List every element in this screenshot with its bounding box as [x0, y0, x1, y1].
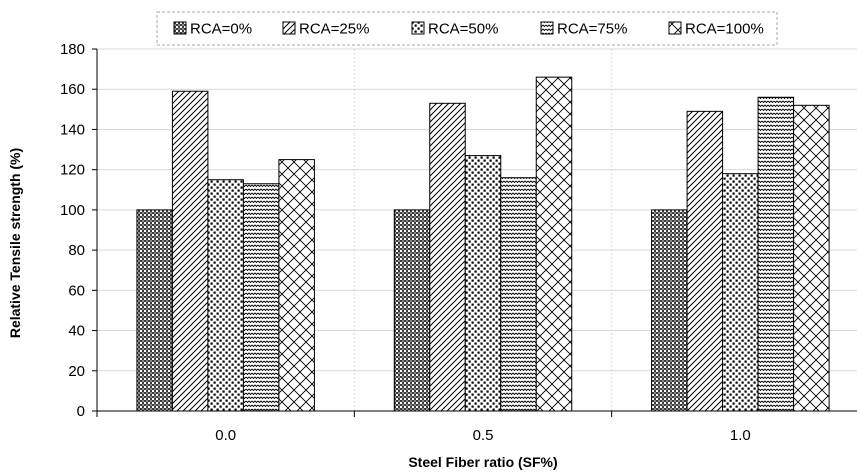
- y-tick-label: 20: [68, 363, 85, 380]
- x-axis-title: Steel Fiber ratio (SF%): [408, 454, 557, 470]
- bar-rca-75-sf-0-5: [500, 177, 537, 412]
- bars: [136, 76, 830, 412]
- legend-label: RCA=50%: [428, 21, 498, 38]
- axes: [92, 48, 857, 417]
- legend-swatch: [668, 21, 682, 35]
- legend-swatch: [540, 21, 554, 35]
- legend-swatch: [282, 21, 296, 35]
- x-tick-labels: 0.0 0.5 1.0: [215, 427, 751, 444]
- bar-rca-75-sf-1-0: [757, 96, 795, 412]
- bar-rca-0-sf-0-5: [393, 209, 431, 412]
- bar-rca-100-sf-0-5: [535, 76, 573, 412]
- y-tick-label: 60: [68, 282, 85, 299]
- bar-rca-100-sf-1-0: [793, 104, 830, 412]
- bar-rca-0-sf-0-0: [136, 209, 173, 412]
- bar-rca-25-sf-1-0: [686, 110, 724, 412]
- y-tick-label: 120: [60, 162, 85, 179]
- x-tick-label: 0.5: [473, 427, 494, 444]
- y-tick-label: 100: [60, 202, 85, 219]
- legend: RCA=0% RCA=25% RCA=50% RCA=75% RCA=100%: [156, 11, 778, 46]
- y-tick-label: 80: [68, 242, 85, 259]
- bar-rca-50-sf-0-0: [207, 179, 244, 412]
- bar-rca-50-sf-1-0: [722, 173, 759, 412]
- y-tick-label: 40: [68, 323, 85, 340]
- bar-rca-25-sf-0-5: [429, 102, 466, 412]
- legend-label: RCA=75%: [557, 21, 627, 38]
- y-axis-title: Relative Tensile strength (%): [7, 148, 23, 338]
- bar-rca-100-sf-0-0: [278, 159, 315, 412]
- bar-rca-25-sf-0-0: [171, 90, 209, 412]
- bar-rca-0-sf-1-0: [651, 209, 688, 412]
- y-tick-labels: 0 20 40 60 80 100 120 140 160 180: [60, 41, 85, 420]
- bar-rca-75-sf-0-0: [242, 183, 280, 412]
- legend-label: RCA=0%: [190, 21, 252, 38]
- x-tick-label: 0.0: [215, 427, 236, 444]
- y-tick-label: 160: [60, 81, 85, 98]
- y-tick-label: 140: [60, 121, 85, 138]
- legend-swatch: [173, 21, 187, 35]
- y-tick-label: 0: [77, 403, 85, 420]
- bar-rca-50-sf-0-5: [464, 155, 502, 412]
- legend-label: RCA=25%: [299, 21, 369, 38]
- legend-swatch: [411, 21, 425, 35]
- x-tick-label: 1.0: [730, 427, 751, 444]
- y-tick-label: 180: [60, 41, 85, 58]
- legend-label: RCA=100%: [685, 21, 764, 38]
